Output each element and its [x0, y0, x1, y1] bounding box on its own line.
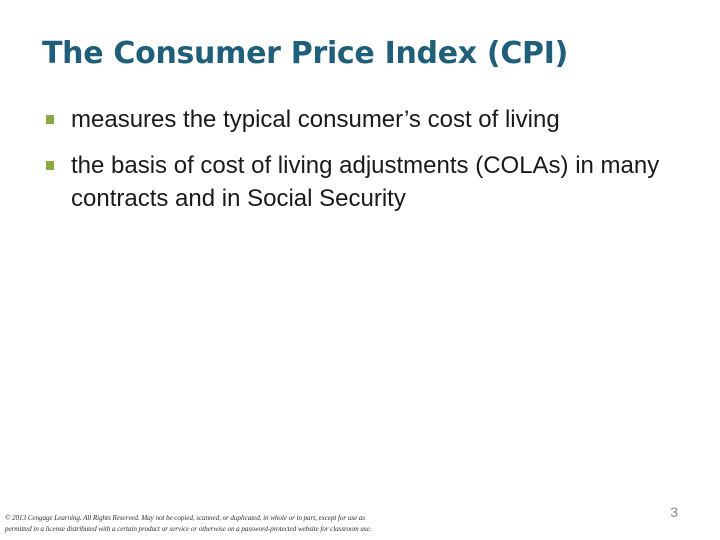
bullet-list: measures the typical consumer’s cost of … — [46, 103, 686, 228]
copyright-notice: © 2013 Cengage Learning. All Rights Rese… — [5, 513, 485, 534]
square-bullet-icon — [46, 161, 54, 170]
slide-title: The Consumer Price Index (CPI) — [42, 36, 569, 71]
copyright-line-1: © 2013 Cengage Learning. All Rights Rese… — [5, 514, 365, 522]
bullet-item-colas: the basis of cost of living adjustments … — [46, 149, 686, 215]
bullet-text: measures the typical consumer’s cost of … — [71, 106, 560, 133]
bullet-item-cost-of-living: measures the typical consumer’s cost of … — [46, 103, 686, 136]
page-number: 3 — [670, 504, 678, 520]
bullet-text: the basis of cost of living adjustments … — [71, 152, 660, 212]
square-bullet-icon — [46, 115, 54, 124]
copyright-line-2: permitted in a license distributed with … — [5, 524, 372, 533]
